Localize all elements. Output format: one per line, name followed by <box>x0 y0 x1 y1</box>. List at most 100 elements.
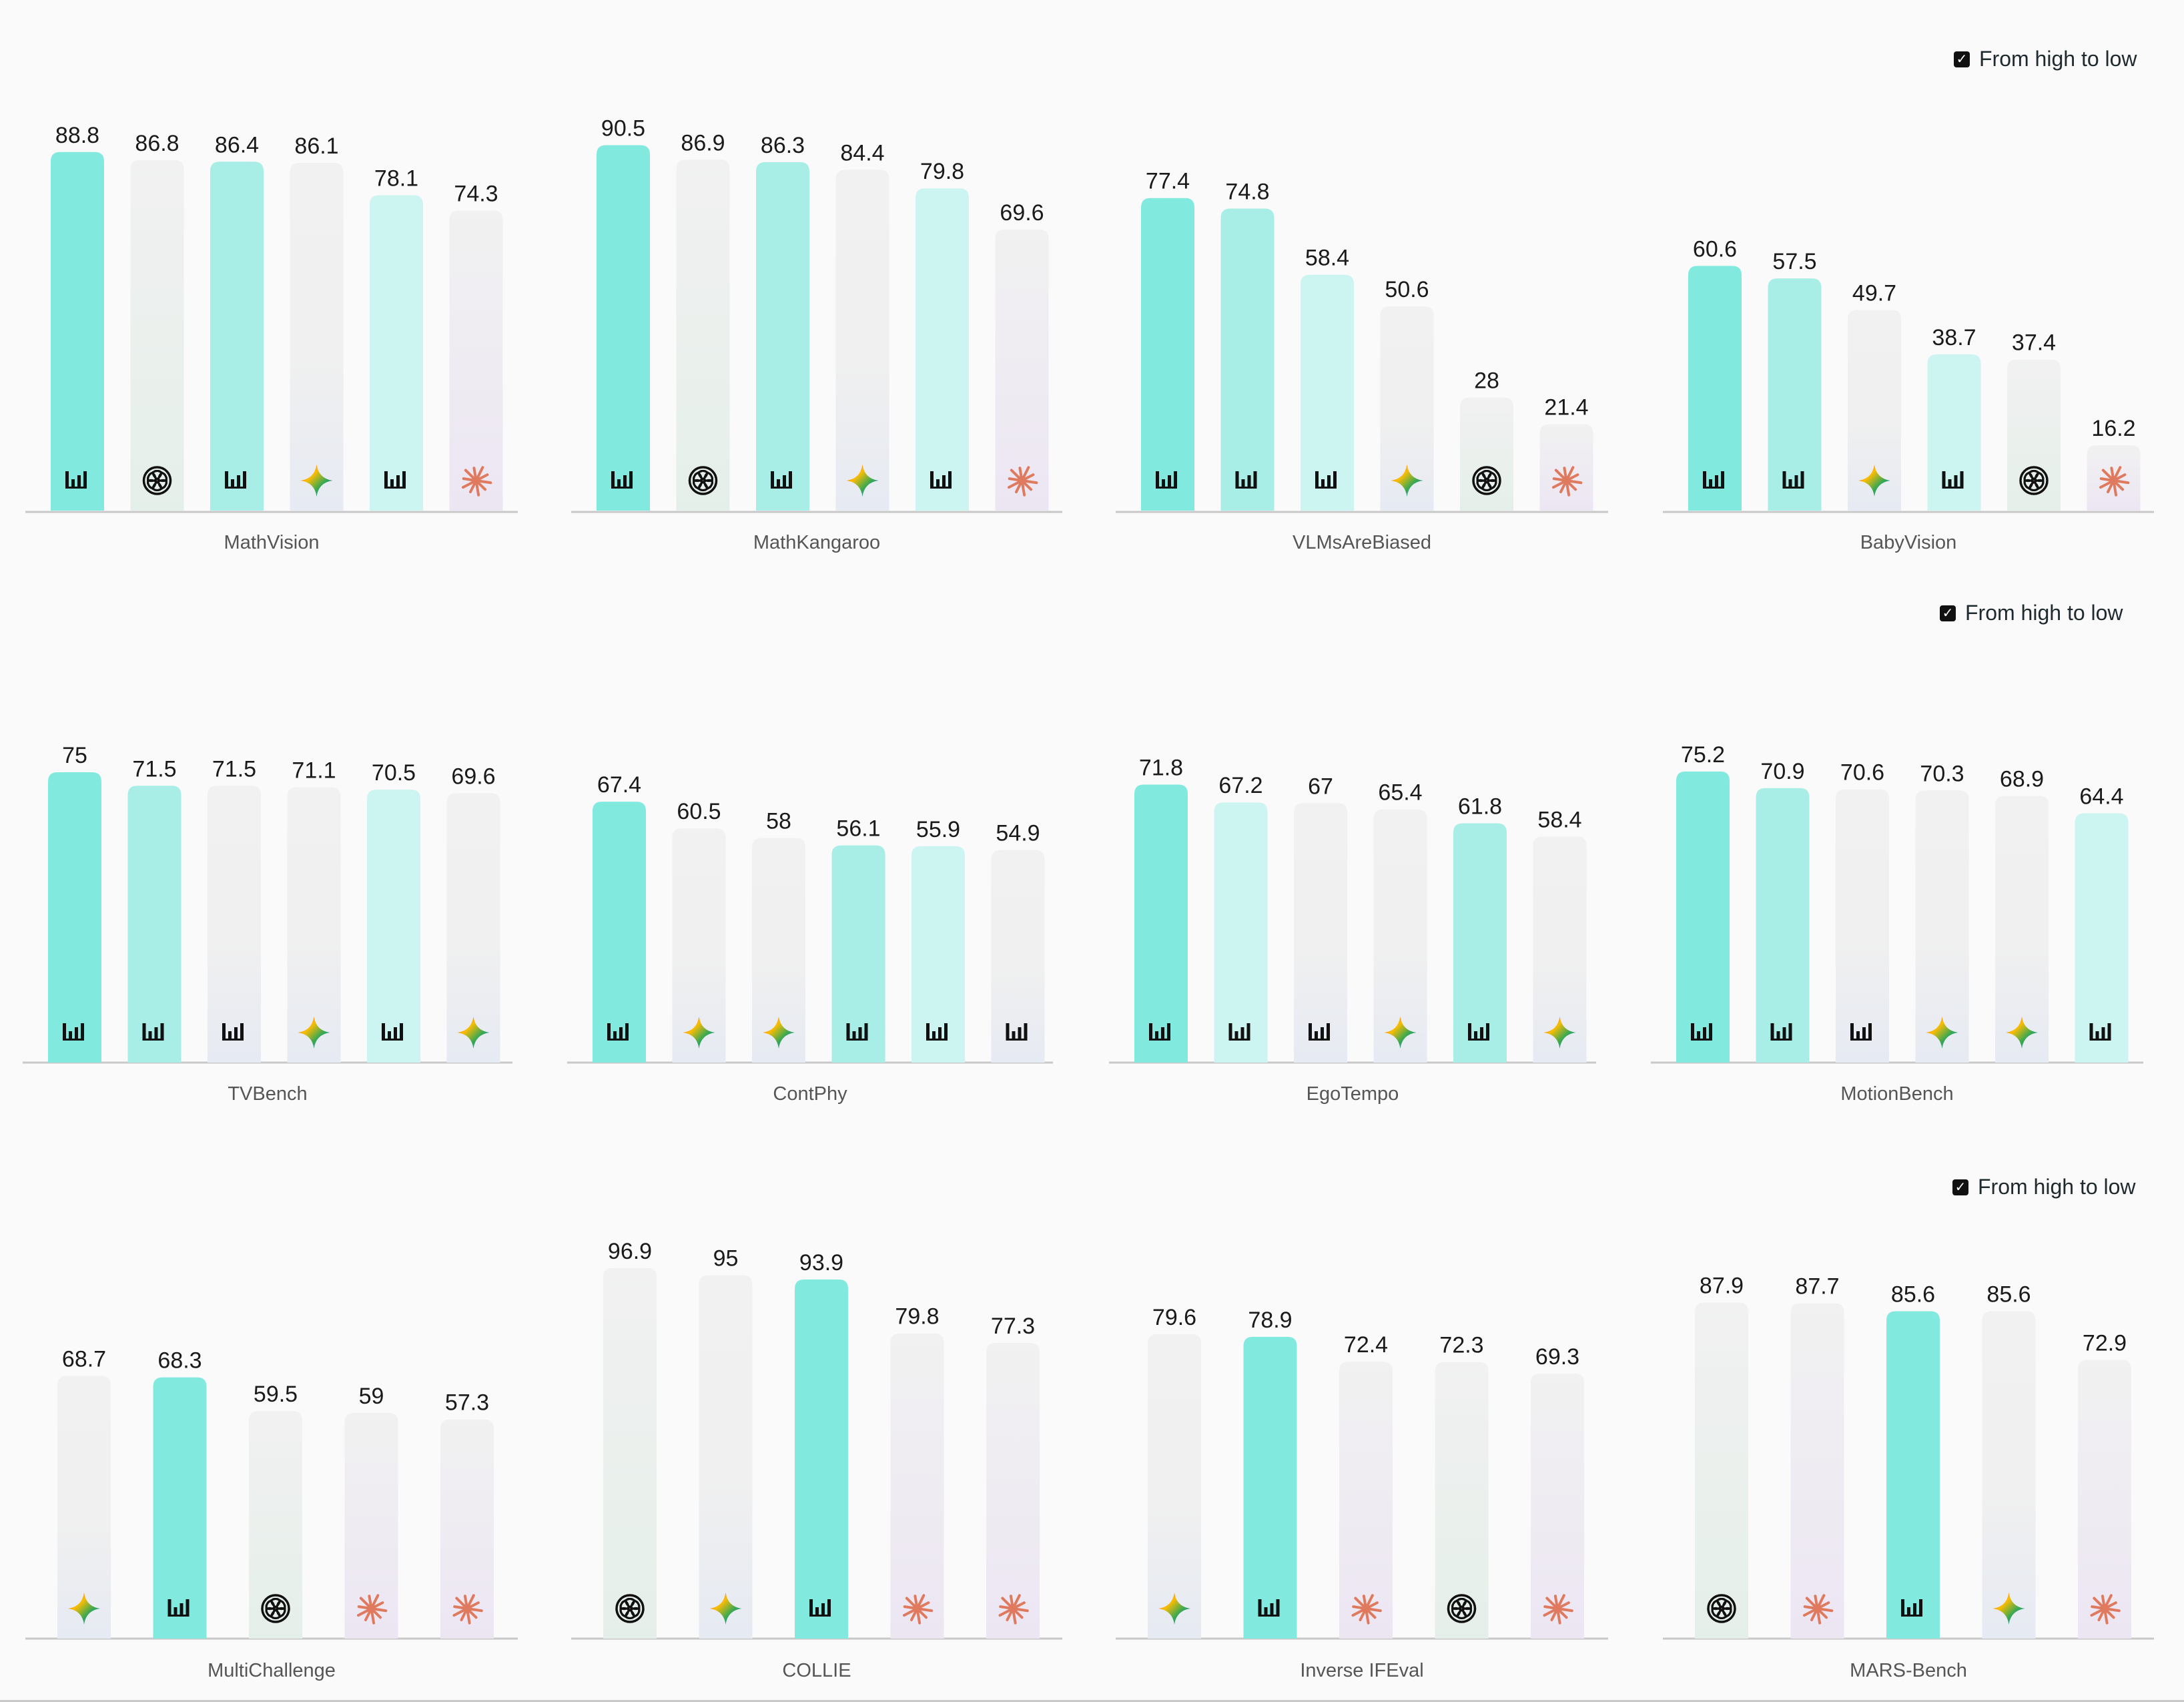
bar <box>51 152 104 511</box>
chart-title: TVBench <box>228 1083 307 1105</box>
bar <box>1220 208 1275 511</box>
openai-logo-icon <box>2019 466 2049 495</box>
bar-logo-icon <box>607 1023 629 1041</box>
checkbox-icon[interactable]: ✓ <box>1954 51 1970 67</box>
bar <box>449 210 503 511</box>
sort-toggle-label: From high to low <box>1965 601 2123 625</box>
value-label: 78.9 <box>1248 1308 1292 1333</box>
chart-mathkangaroo: MathKangaroo 90.5 86.9 86.3 84.4 79.8 69.6 <box>571 115 1062 553</box>
value-label: 85.6 <box>1891 1282 1935 1308</box>
sort-toggle-row-1[interactable]: ✓ From high to low <box>1954 47 2137 71</box>
bar <box>995 229 1049 511</box>
openai-logo-icon <box>688 466 718 495</box>
bar <box>1533 836 1587 1063</box>
bar-logo-icon <box>142 1023 164 1041</box>
chart-title: MultiChallenge <box>208 1660 336 1681</box>
bar <box>208 786 261 1063</box>
bar-logo-icon <box>63 1023 84 1041</box>
value-label: 77.4 <box>1146 169 1190 194</box>
value-label: 90.5 <box>601 115 645 141</box>
bar-logo-icon <box>1228 1023 1250 1041</box>
chart-title: VLMsAreBiased <box>1293 532 1431 553</box>
value-label: 58 <box>766 809 791 834</box>
value-label: 58.4 <box>1305 246 1349 271</box>
bar <box>48 772 101 1063</box>
gemini-sparkle-icon <box>2006 1017 2038 1049</box>
bar <box>1373 809 1427 1063</box>
bar-logo-icon <box>771 471 792 489</box>
gemini-sparkle-icon <box>1992 1593 2025 1625</box>
bar-logo-icon <box>846 1023 868 1041</box>
chart-multichallenge: MultiChallenge 68.7 68.3 59.5 59 57.3 <box>25 1346 518 1681</box>
value-label: 67.4 <box>597 772 641 798</box>
bar-logo-icon <box>1006 1023 1028 1041</box>
value-label: 93.9 <box>799 1250 843 1275</box>
value-label: 86.4 <box>215 132 259 158</box>
value-label: 71.5 <box>212 756 256 782</box>
gemini-sparkle-icon <box>846 465 879 497</box>
bar <box>603 1267 657 1639</box>
bar-logo-icon <box>2089 1023 2111 1041</box>
bar <box>986 1343 1040 1639</box>
gemini-sparkle-icon <box>68 1593 100 1625</box>
value-label: 64.4 <box>2079 784 2123 809</box>
openai-logo-icon <box>615 1594 645 1623</box>
sort-toggle-row-2[interactable]: ✓ From high to low <box>1940 601 2123 625</box>
gemini-sparkle-icon <box>763 1017 795 1049</box>
anthropic-asterisk-icon <box>902 1594 934 1625</box>
bar <box>1982 1311 2036 1639</box>
bar <box>795 1279 848 1639</box>
chart-babyvision: BabyVision 60.6 57.5 49.7 38.7 37.4 16.2 <box>1663 236 2154 553</box>
value-label: 71.5 <box>132 756 176 782</box>
value-label: 69.6 <box>1000 200 1044 226</box>
value-label: 75 <box>62 743 87 768</box>
bar-logo-icon <box>1156 471 1177 489</box>
value-label: 57.3 <box>445 1390 489 1416</box>
bar <box>1768 278 1822 511</box>
gemini-sparkle-icon <box>1384 1017 1417 1049</box>
bar-logo-icon <box>1942 471 1964 489</box>
gemini-sparkle-icon <box>298 1017 330 1049</box>
anthropic-asterisk-icon <box>1007 466 1038 497</box>
gemini-sparkle-icon <box>1391 465 1423 497</box>
bar-logo-icon <box>65 471 87 489</box>
bar <box>1243 1336 1297 1639</box>
bar <box>290 163 344 511</box>
value-label: 85.6 <box>1986 1282 2031 1308</box>
gemini-sparkle-icon <box>1543 1017 1576 1049</box>
chart-title: MotionBench <box>1840 1083 1953 1105</box>
checkbox-icon[interactable]: ✓ <box>1952 1179 1968 1195</box>
bar <box>57 1376 111 1639</box>
value-label: 86.9 <box>681 130 725 156</box>
bar-logo-icon <box>382 1023 403 1041</box>
bar <box>2075 813 2129 1063</box>
openai-logo-icon <box>142 466 172 495</box>
anthropic-asterisk-icon <box>356 1594 388 1625</box>
anthropic-asterisk-icon <box>2090 1594 2121 1625</box>
value-label: 57.5 <box>1772 249 1816 274</box>
bar-logo-icon <box>1782 471 1804 489</box>
bar <box>916 188 969 511</box>
bar <box>2078 1360 2131 1639</box>
sort-toggle-row-3[interactable]: ✓ From high to low <box>1952 1175 2136 1199</box>
anthropic-asterisk-icon <box>998 1594 1029 1625</box>
value-label: 77.3 <box>991 1314 1035 1339</box>
value-label: 74.8 <box>1225 179 1269 204</box>
bar <box>249 1411 302 1639</box>
chart-egotempo: EgoTempo 71.8 67.2 67 65.4 61.8 58.4 <box>1109 756 1596 1105</box>
bar <box>1676 771 1730 1063</box>
gemini-sparkle-icon <box>1158 1593 1190 1625</box>
anthropic-asterisk-icon <box>461 466 492 497</box>
bar-logo-icon <box>930 471 952 489</box>
openai-logo-icon <box>261 1594 290 1623</box>
bar <box>597 145 650 511</box>
value-label: 72.3 <box>1439 1333 1483 1358</box>
checkbox-icon[interactable]: ✓ <box>1940 605 1956 621</box>
bar-logo-icon <box>809 1599 831 1617</box>
openai-logo-icon <box>1707 1594 1736 1623</box>
value-label: 70.5 <box>372 760 416 786</box>
chart-title: COLLIE <box>782 1660 851 1681</box>
chart-title: MathVision <box>224 532 320 553</box>
anthropic-asterisk-icon <box>1551 466 1583 497</box>
